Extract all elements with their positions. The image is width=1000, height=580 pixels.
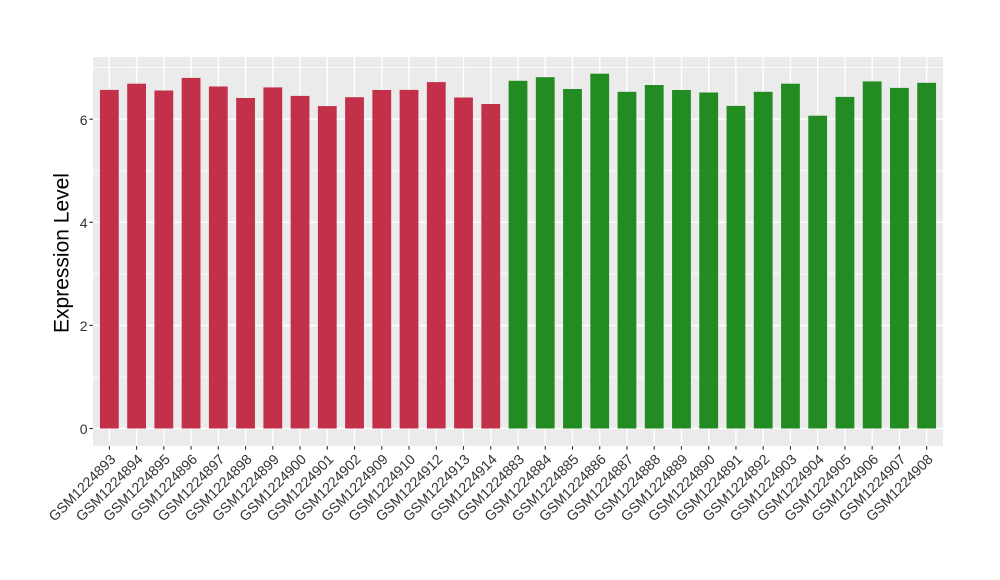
svg-text:Expression Level: Expression Level (51, 173, 74, 333)
svg-text:0: 0 (80, 421, 88, 437)
svg-text:4: 4 (80, 215, 88, 231)
svg-text:6: 6 (80, 112, 88, 128)
svg-text:2: 2 (80, 318, 88, 334)
